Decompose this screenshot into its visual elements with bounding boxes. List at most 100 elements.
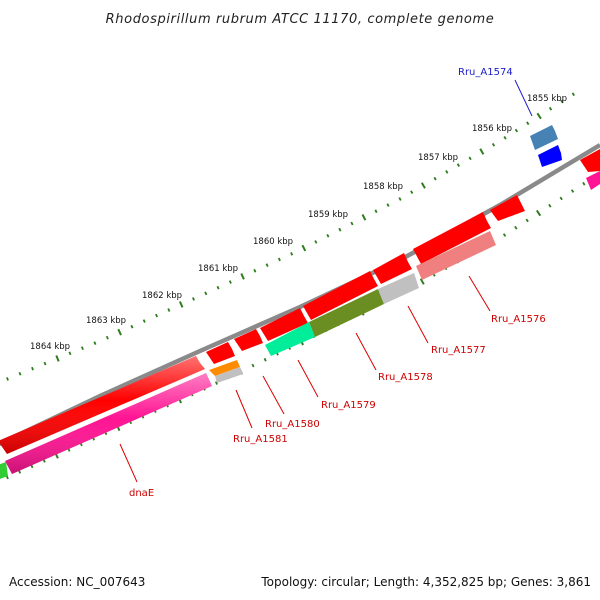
feature-outer-5[interactable] <box>303 271 378 320</box>
outer-scale-tick <box>93 341 97 345</box>
feature-outer-8[interactable] <box>490 195 525 221</box>
outer-scale-tick <box>265 263 269 267</box>
gene-label-Rru_A1579[interactable]: Rru_A1579 <box>321 400 376 411</box>
kbp-label-1858: 1858 kbp <box>363 182 403 192</box>
feature-outer-6[interactable] <box>373 253 412 284</box>
outer-scale-tick <box>536 112 542 120</box>
gene-label-Rru_A1580[interactable]: Rru_A1580 <box>265 419 320 430</box>
gene-label-Rru_A1578[interactable]: Rru_A1578 <box>378 372 433 383</box>
accession-text: Accession: NC_007643 <box>9 575 145 589</box>
feature-Rru_A1581[interactable] <box>209 360 243 383</box>
feature-dnaE[interactable] <box>5 373 212 474</box>
feature-Rru_A1576[interactable] <box>416 231 496 280</box>
kbp-label-1863: 1863 kbp <box>86 316 126 326</box>
kbp-label-1860: 1860 kbp <box>253 237 293 247</box>
outer-scale-tick <box>503 136 507 140</box>
leader-Rru_A1578 <box>355 332 377 371</box>
feature-blue-inner[interactable] <box>538 145 562 167</box>
inner-scale-tick <box>502 233 507 237</box>
feature-outer-9[interactable] <box>580 149 600 172</box>
outer-scale-tick <box>178 301 184 308</box>
gene-label-Rru_A1577[interactable]: Rru_A1577 <box>431 345 486 356</box>
inner-scale-tick <box>419 278 425 285</box>
gene-label-dnaE[interactable]: dnaE <box>129 488 154 499</box>
inner-scale-tick <box>570 189 575 193</box>
genome-summary-text: Topology: circular; Length: 4,352,825 bp… <box>260 575 591 589</box>
outer-scale-tick <box>130 324 134 329</box>
feature-Rru_A1578[interactable] <box>309 289 384 337</box>
outer-scale-tick <box>6 377 9 381</box>
feature-outer-2[interactable] <box>206 342 235 364</box>
inner-scale-tick <box>535 209 542 217</box>
outer-scale-tick <box>277 257 281 262</box>
outer-scale-tick <box>117 328 122 336</box>
outer-scale-tick <box>290 252 294 256</box>
inner-scale-tick <box>525 218 529 223</box>
leader-Rru_A1574 <box>514 79 533 117</box>
kbp-label-1862: 1862 kbp <box>142 291 182 301</box>
feature-outer-7[interactable] <box>413 212 491 264</box>
scale-ticks-outer <box>6 92 575 381</box>
outer-scale-tick <box>374 209 378 214</box>
outer-scale-tick <box>253 268 257 273</box>
leader-Rru_A1581 <box>235 389 253 429</box>
kbp-label-1856: 1856 kbp <box>472 124 512 134</box>
outer-scale-tick <box>326 233 330 238</box>
leader-Rru_A1580 <box>262 375 285 415</box>
outer-scale-tick <box>410 190 414 195</box>
outer-scale-tick <box>560 99 564 104</box>
leader-Rru_A1577 <box>407 305 429 344</box>
gene-label-Rru_A1581[interactable]: Rru_A1581 <box>233 434 288 445</box>
outer-scale-tick <box>350 221 354 226</box>
outer-scale-tick <box>167 308 171 312</box>
outer-scale-tick <box>479 148 485 155</box>
feature-outer-1[interactable] <box>0 356 205 454</box>
outer-scale-tick <box>314 240 318 244</box>
outer-scale-tick <box>240 273 245 280</box>
outer-scale-tick <box>386 203 390 207</box>
map-title: Rhodospirillum rubrum ATCC 11170, comple… <box>106 12 495 27</box>
inner-scale-tick <box>5 475 9 480</box>
feature-pink-edge[interactable] <box>586 171 600 190</box>
inner-scale-tick <box>18 470 22 474</box>
outer-scale-tick <box>456 163 460 167</box>
outer-scale-tick <box>80 346 84 351</box>
outer-scale-tick <box>526 121 530 126</box>
outer-scale-tick <box>445 170 449 174</box>
leader-Rru_A1576 <box>468 275 491 312</box>
gene-features <box>0 125 600 480</box>
feature-green-edge[interactable] <box>0 462 8 480</box>
kbp-label-1855: 1855 kbp <box>527 94 567 104</box>
outer-scale-tick <box>204 291 208 296</box>
feature-Rru_A1574[interactable] <box>530 125 558 150</box>
outer-scale-tick <box>468 156 472 161</box>
outer-scale-tick <box>548 106 553 111</box>
outer-scale-tick <box>420 182 426 189</box>
leader-Rru_A1579 <box>297 359 319 398</box>
outer-scale-tick <box>301 244 307 252</box>
feature-Rru_A1577[interactable] <box>378 273 419 304</box>
outer-scale-tick <box>338 227 342 232</box>
outer-scale-tick <box>155 313 159 318</box>
inner-scale-tick <box>214 381 219 385</box>
outer-scale-tick <box>55 355 60 362</box>
leader-dnaE <box>119 443 138 483</box>
outer-scale-tick <box>105 335 109 340</box>
inner-scale-tick <box>548 203 552 208</box>
kbp-label-1859: 1859 kbp <box>308 210 348 220</box>
feature-outer-4[interactable] <box>260 308 308 341</box>
feature-outer-3[interactable] <box>234 329 263 351</box>
scale-labels: 1855 kbp 1856 kbp 1857 kbp 1858 kbp 1859… <box>30 94 567 352</box>
outer-scale-tick <box>18 371 22 376</box>
inner-scale-tick <box>263 357 267 362</box>
outer-scale-tick <box>361 214 367 221</box>
gene-labels: Rru_A1574 Rru_A1576 Rru_A1577 Rru_A1578 … <box>129 67 546 499</box>
outer-scale-tick <box>514 128 519 133</box>
gene-label-Rru_A1574[interactable]: Rru_A1574 <box>458 67 513 78</box>
outer-scale-tick <box>191 297 196 301</box>
gene-label-Rru_A1576[interactable]: Rru_A1576 <box>491 314 546 325</box>
kbp-label-1857: 1857 kbp <box>418 153 458 163</box>
kbp-label-1864: 1864 kbp <box>30 342 70 352</box>
feature-Rru_A1579[interactable] <box>265 322 315 356</box>
